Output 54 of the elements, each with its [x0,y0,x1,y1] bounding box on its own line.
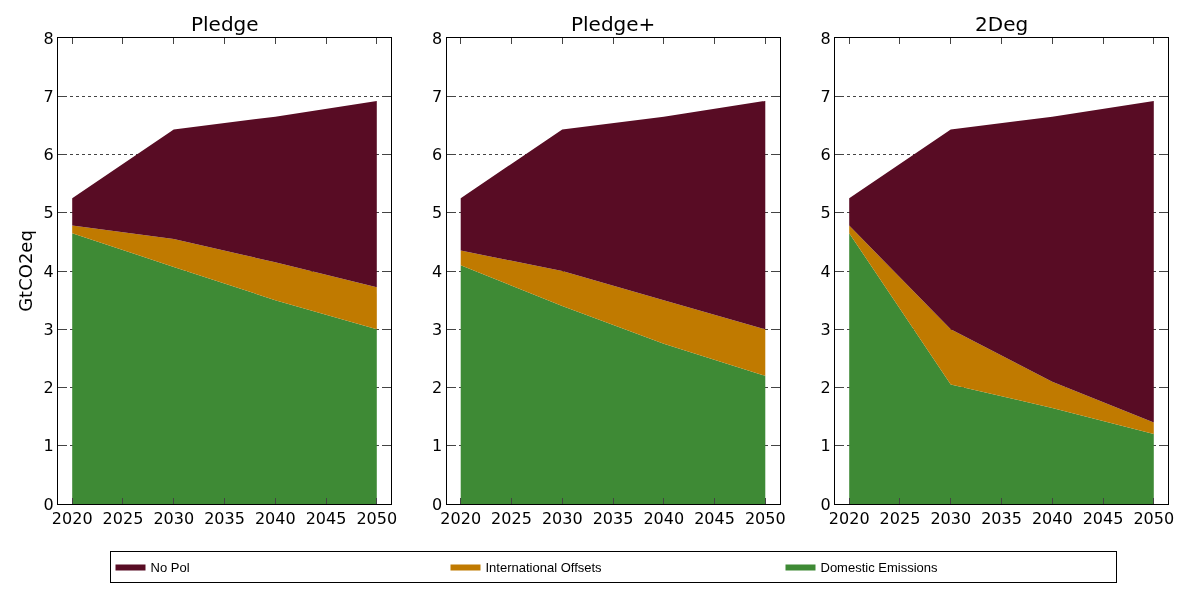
y-tick-label: 5 [432,203,443,223]
y-tick-label: 8 [432,28,443,48]
x-tick-label: 2030 [153,509,195,529]
x-tick-label: 2040 [643,509,685,529]
y-tick-label: 3 [432,319,443,339]
x-tick-label: 2025 [491,509,532,529]
y-tick-label: 1 [43,436,54,456]
y-tick-label: 3 [43,319,54,339]
y-tick-label: 6 [432,145,443,165]
x-tick-label: 2025 [102,509,144,529]
y-tick-label: 7 [43,86,54,106]
x-tick-label: 2035 [592,509,634,529]
y-tick-label: 2 [43,378,54,398]
legend-label: International Offsets [485,559,603,575]
chart-title: 2Deg [975,12,1029,36]
x-tick-label: 2040 [1031,509,1073,529]
y-tick-label: 3 [820,319,831,339]
y-tick-label: 2 [432,378,443,398]
y-tick-label: 4 [43,261,54,281]
x-tick-label: 2025 [879,509,921,529]
x-tick-label: 2020 [828,509,870,529]
y-tick-label: 8 [820,28,831,48]
x-tick-label: 2050 [1133,509,1175,529]
legend-label: Domestic Emissions [820,559,939,575]
x-tick-label: 2040 [254,509,296,529]
x-tick-label: 2020 [440,509,482,529]
x-tick-label: 2020 [51,509,93,529]
x-tick-label: 2045 [305,509,347,529]
x-tick-label: 2050 [356,509,398,529]
x-tick-label: 2045 [694,509,735,529]
x-tick-label: 2035 [981,509,1022,529]
x-tick-label: 2030 [541,509,583,529]
y-tick-label: 2 [820,378,831,398]
legend-label: No Pol [150,559,190,575]
y-tick-label: 7 [432,86,443,106]
y-tick-label: 7 [820,86,831,106]
y-tick-label: 6 [43,145,54,165]
x-tick-label: 2050 [744,509,786,529]
y-axis-title: GtCO2eq [14,230,36,312]
y-tick-label: 4 [432,261,443,281]
y-tick-label: 5 [43,203,54,223]
chart-title: Pledge [191,12,259,36]
x-tick-label: 2035 [204,509,245,529]
y-tick-label: 5 [820,203,831,223]
y-tick-label: 4 [820,261,831,281]
y-tick-label: 1 [432,436,443,456]
y-tick-label: 0 [820,494,831,514]
x-tick-label: 2030 [930,509,972,529]
x-tick-label: 2045 [1082,509,1124,529]
chart-title: Pledge+ [571,12,656,36]
y-tick-label: 1 [820,436,831,456]
y-tick-label: 0 [43,494,54,514]
y-tick-label: 6 [820,145,831,165]
y-tick-label: 8 [43,28,54,48]
